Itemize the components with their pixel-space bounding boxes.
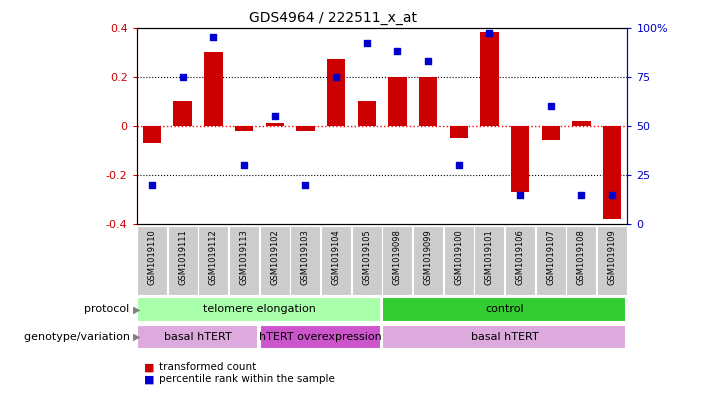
Text: protocol: protocol — [84, 305, 133, 314]
Text: GSM1019112: GSM1019112 — [209, 230, 218, 285]
Bar — [536, 226, 566, 295]
Bar — [603, 126, 621, 219]
Point — [484, 30, 495, 37]
Bar — [572, 121, 590, 126]
Text: genotype/variation: genotype/variation — [24, 332, 133, 342]
Text: GSM1019101: GSM1019101 — [485, 230, 494, 285]
Text: telomere elongation: telomere elongation — [203, 305, 316, 314]
Text: GSM1019102: GSM1019102 — [270, 230, 279, 285]
Point — [330, 73, 341, 80]
Text: ▶: ▶ — [133, 332, 141, 342]
Point — [361, 40, 372, 46]
Text: GSM1019107: GSM1019107 — [546, 230, 555, 285]
Bar — [327, 59, 346, 126]
Text: GSM1019098: GSM1019098 — [393, 230, 402, 285]
Text: basal hTERT: basal hTERT — [164, 332, 232, 342]
Bar — [235, 126, 253, 130]
Point — [423, 58, 434, 64]
Bar — [297, 126, 315, 130]
Bar — [449, 126, 468, 138]
Bar — [266, 123, 284, 126]
Point — [177, 73, 189, 80]
Text: GSM1019111: GSM1019111 — [178, 230, 187, 285]
Text: GSM1019110: GSM1019110 — [147, 230, 156, 285]
Bar — [413, 226, 443, 295]
Text: ■: ■ — [144, 362, 158, 373]
Point — [238, 162, 250, 168]
Bar — [173, 101, 192, 126]
Point — [147, 182, 158, 188]
Point — [207, 34, 219, 40]
Text: control: control — [485, 305, 524, 314]
Text: basal hTERT: basal hTERT — [471, 332, 538, 342]
Bar — [143, 126, 161, 143]
Bar — [444, 226, 474, 295]
Text: GSM1019099: GSM1019099 — [423, 230, 433, 285]
Point — [515, 191, 526, 198]
Point — [545, 103, 557, 109]
Bar — [229, 226, 259, 295]
Bar — [511, 126, 529, 192]
Text: transformed count: transformed count — [159, 362, 257, 373]
Text: percentile rank within the sample: percentile rank within the sample — [159, 374, 335, 384]
Text: GSM1019108: GSM1019108 — [577, 230, 586, 285]
Bar — [198, 226, 229, 295]
Bar — [358, 101, 376, 126]
Bar — [475, 226, 505, 295]
Text: GSM1019105: GSM1019105 — [362, 230, 372, 285]
Bar — [168, 226, 198, 295]
Bar — [290, 226, 320, 295]
Bar — [541, 126, 560, 140]
Bar — [597, 226, 627, 295]
Bar — [388, 77, 407, 126]
Point — [606, 191, 618, 198]
Text: GSM1019106: GSM1019106 — [515, 230, 524, 285]
Bar — [137, 297, 381, 322]
Bar — [566, 226, 597, 295]
Text: ▶: ▶ — [133, 305, 141, 314]
Point — [576, 191, 587, 198]
Title: GDS4964 / 222511_x_at: GDS4964 / 222511_x_at — [249, 11, 417, 25]
Bar — [382, 226, 412, 295]
Bar — [137, 325, 259, 349]
Text: ■: ■ — [144, 374, 158, 384]
Bar — [204, 52, 223, 126]
Bar — [321, 226, 351, 295]
Point — [269, 113, 280, 119]
Bar — [505, 226, 535, 295]
Text: GSM1019100: GSM1019100 — [454, 230, 463, 285]
Text: GSM1019104: GSM1019104 — [332, 230, 341, 285]
Bar — [382, 297, 627, 322]
Bar — [259, 325, 381, 349]
Point — [300, 182, 311, 188]
Text: GSM1019113: GSM1019113 — [240, 230, 249, 285]
Text: hTERT overexpression: hTERT overexpression — [259, 332, 382, 342]
Bar — [418, 77, 437, 126]
Bar — [352, 226, 382, 295]
Point — [392, 48, 403, 54]
Bar — [137, 226, 167, 295]
Point — [453, 162, 464, 168]
Bar — [382, 325, 627, 349]
Text: GSM1019103: GSM1019103 — [301, 230, 310, 285]
Bar — [259, 226, 290, 295]
Bar — [480, 33, 498, 126]
Text: GSM1019109: GSM1019109 — [608, 230, 617, 285]
